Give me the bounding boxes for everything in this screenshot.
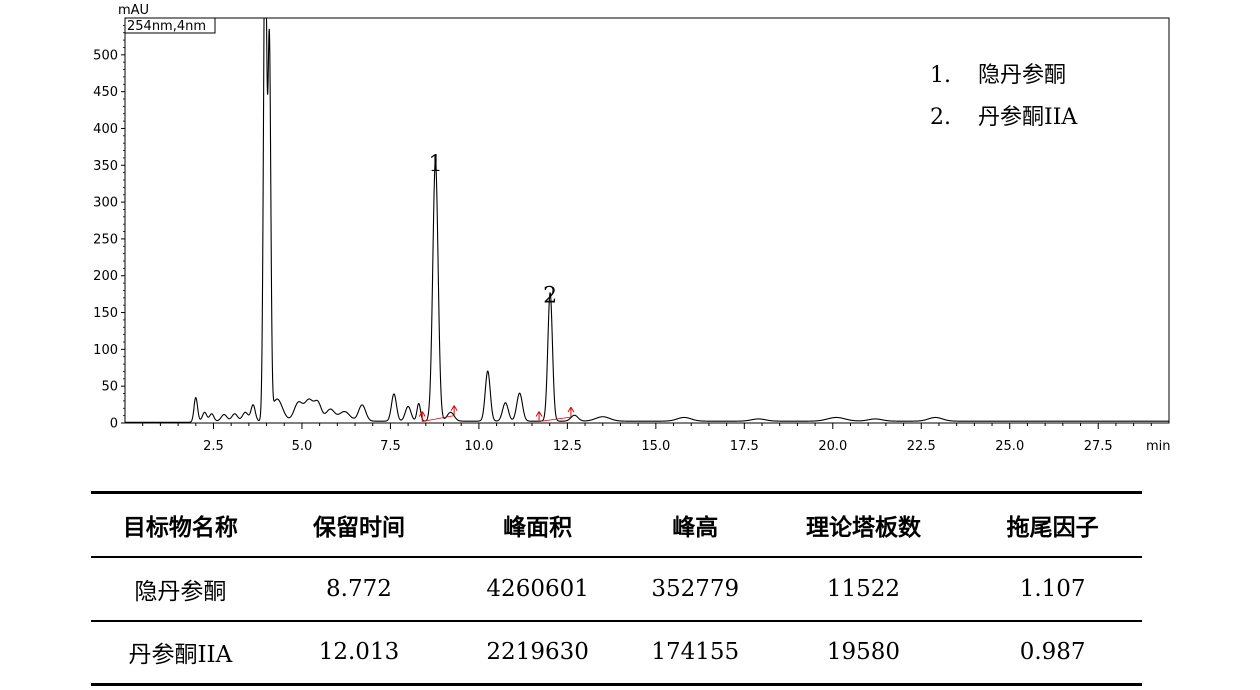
y-tick-label: 500 [93, 48, 118, 63]
y-tick-label: 0 [110, 417, 118, 432]
integration-marker [450, 405, 458, 416]
table-row: 隐丹参酮 8.772 4260601 352779 11522 1.107 [91, 556, 1142, 622]
cell-retention-time: 8.772 [269, 556, 449, 622]
y-tick-label: 400 [93, 122, 118, 137]
header-theoretical-plates: 理论塔板数 [763, 491, 964, 558]
integration-baseline [539, 416, 571, 422]
header-compound-name: 目标物名称 [91, 491, 270, 558]
header-peak-height: 峰高 [626, 491, 764, 558]
plot-frame [124, 17, 1170, 424]
chromatogram-chart: mAU 254nm,4nm 0 50 100 150 200 250 300 350 400 45… [93, 3, 1171, 454]
results-table: 目标物名称 保留时间 峰面积 峰高 理论塔板数 拖尾因子 隐丹参酮 8.772 … [91, 491, 1142, 686]
header-retention-time: 保留时间 [269, 491, 449, 558]
legend-item-1-name: 隐丹参酮 [978, 63, 1066, 88]
legend-item-2-number: 2. [930, 105, 951, 130]
x-tick-label: 5.0 [292, 439, 313, 454]
header-tailing-factor: 拖尾因子 [963, 491, 1142, 558]
legend-item-1-number: 1. [930, 63, 951, 88]
cell-peak-height: 352779 [626, 556, 764, 622]
y-axis: 0 50 100 150 200 250 300 350 400 450 500 [93, 24, 125, 432]
cell-compound-name: 隐丹参酮 [91, 556, 270, 622]
y-tick-label: 50 [101, 380, 118, 395]
detector-label-box: 254nm,4nm [124, 17, 216, 34]
x-tick-label: 10.0 [464, 439, 493, 454]
legend-item-2-name: 丹参酮IIA [978, 105, 1078, 130]
integration-marks [418, 405, 575, 422]
x-axis: 2.5 5.0 7.5 10.0 12.5 15.0 17.5 20.0 22.5 25.0 27.… [142, 423, 1152, 454]
x-tick-label: 17.5 [730, 439, 759, 454]
cell-retention-time: 12.013 [269, 620, 449, 686]
peak-label: 2 [543, 284, 557, 309]
chromatogram-trace [125, 17, 1169, 423]
x-tick-label: 7.5 [380, 439, 401, 454]
cell-theoretical-plates: 11522 [763, 556, 964, 622]
cell-theoretical-plates: 19580 [763, 620, 964, 686]
x-tick-label: 2.5 [203, 439, 224, 454]
y-tick-label: 350 [93, 159, 118, 174]
y-tick-label: 200 [93, 269, 118, 284]
cell-peak-area: 2219630 [448, 620, 627, 686]
cell-compound-name: 丹参酮IIA [91, 620, 270, 686]
x-tick-label: 12.5 [553, 439, 582, 454]
table-header-row: 目标物名称 保留时间 峰面积 峰高 理论塔板数 拖尾因子 [91, 491, 1142, 558]
x-tick-label: 20.0 [818, 439, 847, 454]
y-tick-label: 450 [93, 85, 118, 100]
integration-marker [418, 411, 426, 422]
peak-label: 1 [428, 152, 442, 177]
x-tick-label: 15.0 [641, 439, 670, 454]
cell-tailing-factor: 1.107 [963, 556, 1142, 622]
y-tick-label: 250 [93, 232, 118, 247]
integration-baseline [422, 415, 455, 422]
y-axis-unit-label: mAU [118, 3, 149, 18]
x-tick-label: 25.0 [995, 439, 1024, 454]
peak-labels: 12 [428, 152, 557, 309]
detector-label: 254nm,4nm [127, 19, 206, 34]
x-tick-label: 27.5 [1084, 439, 1113, 454]
cell-peak-area: 4260601 [448, 556, 627, 622]
x-axis-unit-label: min [1146, 439, 1171, 454]
x-tick-label: 22.5 [907, 439, 936, 454]
y-tick-label: 150 [93, 306, 118, 321]
cell-tailing-factor: 0.987 [963, 620, 1142, 686]
header-peak-area: 峰面积 [448, 491, 627, 558]
legend: 1. 隐丹参酮 2. 丹参酮IIA [930, 63, 1078, 130]
integration-marker [535, 411, 543, 422]
chromatogram-trace-group [125, 17, 1169, 423]
y-tick-label: 300 [93, 196, 118, 211]
y-tick-label: 100 [93, 343, 118, 358]
cell-peak-height: 174155 [626, 620, 764, 686]
table-row: 丹参酮IIA 12.013 2219630 174155 19580 0.987 [91, 620, 1142, 686]
integration-marker [567, 406, 575, 418]
